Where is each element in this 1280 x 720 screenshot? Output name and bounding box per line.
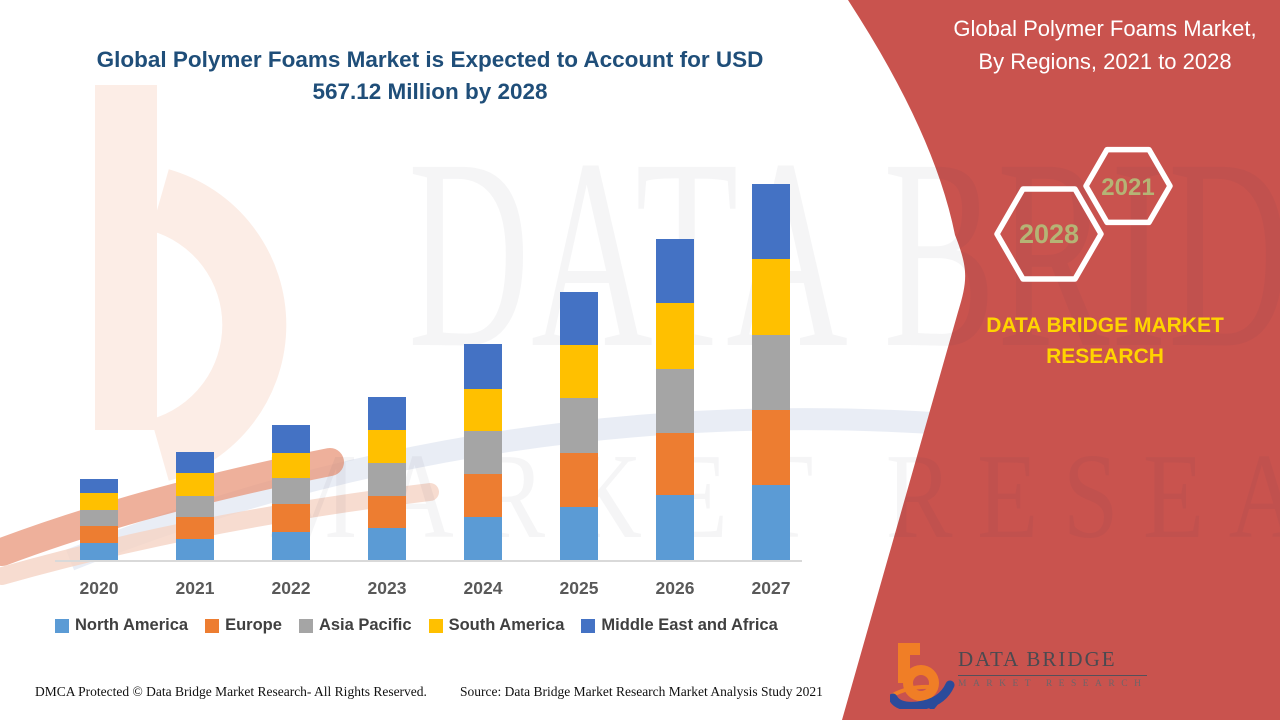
bar-segment-2024-middle-east-and-africa xyxy=(464,344,502,389)
hexagon-2028-icon xyxy=(994,186,1104,282)
legend-swatch-europe xyxy=(205,618,220,633)
bar-segment-2026-north-america xyxy=(656,495,694,560)
bar-segment-2026-south-america xyxy=(656,303,694,369)
bar-segment-2024-south-america xyxy=(464,389,502,431)
stacked-bar-2026 xyxy=(656,239,694,560)
legend-swatch-north-america xyxy=(55,618,69,633)
legend-item-middle-east-and-africa: Middle East and Africa xyxy=(581,616,778,635)
bar-segment-2022-south-america xyxy=(272,453,310,478)
chart-legend: North America Europe Asia Pacific South Ame… xyxy=(55,616,778,635)
bar-segment-2021-middle-east-and-africa xyxy=(176,452,214,473)
legend-item-south-america: South America xyxy=(428,616,565,635)
dbmr-logo-icon xyxy=(890,643,955,709)
source-note: Source: Data Bridge Market Research Mark… xyxy=(460,684,823,699)
bar-segment-2024-north-america xyxy=(464,517,502,560)
legend-label-asia-pacific: Asia Pacific xyxy=(318,616,412,634)
bar-segment-2026-europe xyxy=(656,433,694,495)
x-axis-label-2024: 2024 xyxy=(463,578,503,598)
bar-segment-2024-europe xyxy=(464,474,502,517)
bar-segment-2021-europe xyxy=(176,517,214,539)
x-axis-label-2020: 2020 xyxy=(79,578,119,598)
legend-label-north-america: North America xyxy=(75,616,189,634)
dbmr-logo-text: DATA BRIDGE MARKET RESEARCH xyxy=(958,647,1148,689)
bar-segment-2021-south-america xyxy=(176,473,214,496)
bar-segment-2021-asia-pacific xyxy=(176,496,214,517)
bar-segment-2027-middle-east-and-africa xyxy=(752,184,790,259)
legend-label-south-america: South America xyxy=(448,616,565,634)
bar-segment-2025-asia-pacific xyxy=(560,398,598,453)
bar-segment-2023-asia-pacific xyxy=(368,463,406,496)
x-axis-label-2023: 2023 xyxy=(367,578,407,598)
legend-swatch-middle-east-and-africa xyxy=(581,618,596,633)
bar-segment-2022-north-america xyxy=(272,532,310,560)
bar-segment-2020-europe xyxy=(80,526,118,543)
bar-segment-2023-south-america xyxy=(368,430,406,463)
hexagon-year-2028: 2028 xyxy=(1019,219,1079,249)
bar-segment-2022-europe xyxy=(272,504,310,532)
stacked-bar-2024 xyxy=(464,344,502,560)
legend-label-europe: Europe xyxy=(225,616,282,634)
bar-segment-2023-middle-east-and-africa xyxy=(368,397,406,430)
bar-segment-2023-north-america xyxy=(368,528,406,560)
bar-segment-2027-europe xyxy=(752,410,790,485)
bar-segment-2026-asia-pacific xyxy=(656,369,694,433)
brand-wordmark: DATA BRIDGE MARKET RESEARCH xyxy=(986,314,1224,368)
bar-segment-2020-middle-east-and-africa xyxy=(80,479,118,493)
chart-title: Global Polymer Foams Market is Expected … xyxy=(96,47,764,104)
hexagon-year-2021: 2021 xyxy=(1101,174,1154,201)
bar-segment-2020-south-america xyxy=(80,493,118,510)
bar-segment-2020-north-america xyxy=(80,543,118,560)
legend-item-asia-pacific: Asia Pacific xyxy=(298,616,412,635)
dbmr-logo-subtitle: MARKET RESEARCH xyxy=(958,679,1148,689)
dbmr-logo: DATA BRIDGE MARKET RESEARCH xyxy=(890,633,1148,709)
stacked-bar-2025 xyxy=(560,292,598,560)
bar-segment-2025-north-america xyxy=(560,507,598,560)
stacked-bar-2021 xyxy=(176,452,214,560)
dbmr-logo-name: DATA BRIDGE xyxy=(958,647,1148,676)
bar-segment-2025-south-america xyxy=(560,345,598,398)
stacked-bar-2022 xyxy=(272,425,310,560)
bar-segment-2026-middle-east-and-africa xyxy=(656,239,694,303)
bar-segment-2020-asia-pacific xyxy=(80,510,118,526)
bar-segment-2025-europe xyxy=(560,453,598,507)
legend-swatch-asia-pacific xyxy=(298,618,313,633)
bar-segment-2021-north-america xyxy=(176,539,214,560)
stacked-bar-2023 xyxy=(368,397,406,560)
bar-segment-2023-europe xyxy=(368,496,406,528)
x-axis-label-2027: 2027 xyxy=(751,578,791,598)
legend-item-europe: Europe xyxy=(205,616,282,635)
bar-segment-2027-south-america xyxy=(752,259,790,335)
bar-segment-2027-north-america xyxy=(752,485,790,560)
bar-segment-2022-asia-pacific xyxy=(272,478,310,504)
dmca-notice: DMCA Protected © Data Bridge Market Rese… xyxy=(35,684,427,699)
legend-label-middle-east-and-africa: Middle East and Africa xyxy=(601,616,778,634)
side-panel-title: Global Polymer Foams Market, By Regions,… xyxy=(953,16,1257,74)
legend-swatch-south-america xyxy=(428,618,443,633)
stacked-bar-2020 xyxy=(80,479,118,560)
bar-chart-plot-area: 2020 2021 2022 2023 2024 2025 2026 2027 xyxy=(55,178,802,598)
bar-segment-2025-middle-east-and-africa xyxy=(560,292,598,345)
stacked-bar-2027 xyxy=(752,184,790,560)
x-axis-label-2022: 2022 xyxy=(271,578,311,598)
x-axis-label-2021: 2021 xyxy=(175,578,215,598)
bar-segment-2024-asia-pacific xyxy=(464,431,502,474)
legend-item-north-america: North America xyxy=(55,616,188,635)
bar-segment-2027-asia-pacific xyxy=(752,335,790,410)
x-axis-label-2025: 2025 xyxy=(559,578,599,598)
bar-segment-2022-middle-east-and-africa xyxy=(272,425,310,453)
x-axis-label-2026: 2026 xyxy=(655,578,695,598)
hexagon-2021-icon xyxy=(1083,146,1173,226)
